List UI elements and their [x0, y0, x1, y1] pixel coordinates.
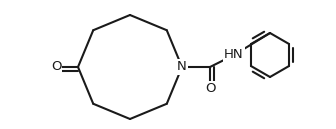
Text: O: O [51, 61, 61, 74]
Text: HN: HN [224, 49, 244, 62]
Text: O: O [205, 83, 215, 95]
Text: N: N [177, 61, 187, 74]
